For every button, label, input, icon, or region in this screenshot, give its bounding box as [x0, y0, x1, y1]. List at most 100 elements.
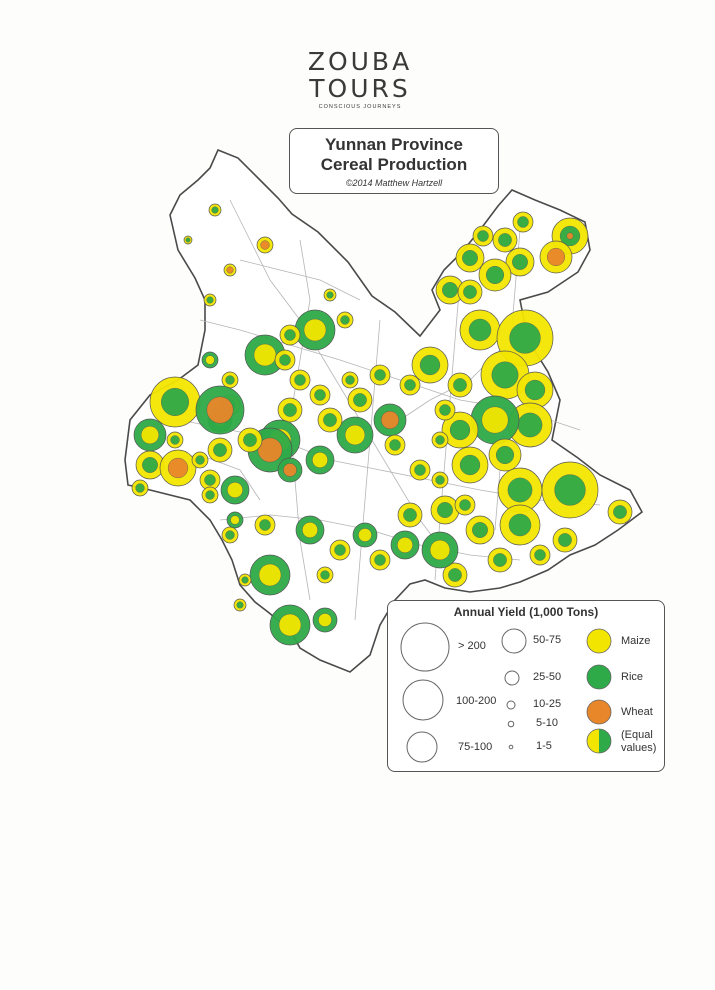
- bubble-ring: [227, 482, 243, 498]
- yield-bubble: [149, 376, 201, 428]
- bubble-ring: [167, 457, 189, 479]
- yield-bubble: [277, 457, 303, 483]
- yield-bubble: [183, 235, 193, 245]
- yield-bubble: [409, 459, 431, 481]
- yield-bubble: [399, 374, 421, 396]
- bubble-ring: [170, 435, 180, 445]
- yield-bubble: [295, 515, 325, 545]
- legend-title: Annual Yield (1,000 Tons): [453, 605, 599, 619]
- bubble-ring: [463, 285, 477, 299]
- bubble-ring: [161, 388, 189, 416]
- legend-wheat-swatch: [586, 699, 612, 725]
- bubble-ring: [374, 554, 386, 566]
- yield-bubble: [317, 407, 343, 433]
- bubble-ring: [253, 343, 277, 367]
- bubble-ring: [442, 282, 458, 298]
- yield-bubble: [441, 411, 479, 449]
- bubble-ring: [204, 474, 216, 486]
- bubble-ring: [278, 613, 302, 637]
- bubble-ring: [226, 266, 234, 274]
- bubble-ring: [283, 403, 297, 417]
- bubble-ring: [517, 412, 543, 438]
- bubble-ring: [344, 424, 366, 446]
- bubble-ring: [241, 576, 249, 584]
- yield-bubble: [434, 399, 456, 421]
- legend-box: Annual Yield (1,000 Tons) > 200 100-200 …: [387, 600, 665, 772]
- yield-bubble: [135, 450, 165, 480]
- bubble-ring: [140, 426, 159, 445]
- yield-bubble: [221, 371, 239, 389]
- yield-bubble: [316, 566, 334, 584]
- yield-bubble: [472, 225, 494, 247]
- legend-rice-label: Rice: [621, 671, 644, 683]
- bubble-ring: [312, 452, 328, 468]
- yield-bubble: [220, 475, 250, 505]
- yield-bubble: [191, 451, 209, 469]
- logo-line1: ZOUBA: [307, 47, 413, 76]
- yield-bubble: [159, 449, 197, 487]
- bubble-ring: [547, 247, 566, 266]
- yield-bubble: [390, 530, 420, 560]
- bubble-ring: [195, 455, 205, 465]
- yield-bubble: [207, 437, 233, 463]
- yield-bubble: [505, 247, 535, 277]
- yield-bubble: [249, 554, 291, 596]
- bubble-ring: [230, 515, 240, 525]
- legend-size-circle-75-100: [406, 731, 438, 763]
- yield-bubble: [384, 434, 406, 456]
- yield-bubble: [274, 349, 296, 371]
- bubble-ring: [459, 499, 471, 511]
- legend-maize-swatch: [586, 628, 612, 654]
- yield-bubble: [442, 562, 468, 588]
- bubble-ring: [491, 361, 519, 389]
- yield-bubble: [237, 427, 263, 453]
- legend-size-label-1-5: 1-5: [536, 740, 552, 752]
- yield-bubble: [369, 549, 391, 571]
- yield-bubble: [470, 395, 520, 445]
- yield-bubble: [336, 416, 374, 454]
- bubble-ring: [243, 433, 257, 447]
- bubble-ring: [206, 396, 234, 424]
- bubble-ring: [477, 230, 489, 242]
- legend-size-label-200-plus: > 200: [458, 640, 486, 652]
- yield-bubble: [131, 479, 149, 497]
- bubble-ring: [437, 502, 453, 518]
- yield-bubble: [541, 461, 599, 519]
- yield-bubble: [411, 346, 449, 384]
- yield-bubble: [208, 203, 222, 217]
- yield-bubble: [254, 514, 276, 536]
- yield-bubble: [512, 211, 534, 233]
- bubble-ring: [257, 437, 283, 463]
- bubble-ring: [142, 457, 158, 473]
- bubble-ring: [345, 375, 355, 385]
- bubble-ring: [303, 318, 327, 342]
- yield-bubble: [552, 527, 578, 553]
- zouba-tours-logo: ZOUBA TOURS CONSCIOUS JOURNEYS: [290, 48, 430, 110]
- bubble-ring: [374, 369, 386, 381]
- yield-bubble: [289, 369, 311, 391]
- yield-bubble: [226, 511, 244, 529]
- yield-bubble: [341, 371, 359, 389]
- yield-bubble: [457, 279, 483, 305]
- yield-bubble: [329, 539, 351, 561]
- yield-bubble: [201, 351, 219, 369]
- bubble-ring: [259, 519, 271, 531]
- yield-bubble: [451, 446, 489, 484]
- yield-bubble: [430, 495, 460, 525]
- yield-bubble: [279, 324, 301, 346]
- yield-bubble: [539, 240, 573, 274]
- yield-bubble: [294, 309, 336, 351]
- legend-size-label-5-10: 5-10: [536, 717, 559, 729]
- bubble-ring: [340, 315, 350, 325]
- yield-bubble: [455, 243, 485, 273]
- bubble-ring: [185, 237, 191, 243]
- bubble-ring: [260, 240, 270, 250]
- bubble-ring: [358, 528, 372, 542]
- yield-bubble: [421, 531, 459, 569]
- yield-bubble: [516, 371, 554, 409]
- yield-bubble: [201, 486, 219, 504]
- yield-bubble: [607, 499, 633, 525]
- bubble-ring: [135, 483, 145, 493]
- bubble-ring: [435, 475, 445, 485]
- map-title-line2: Cereal Production: [320, 155, 468, 174]
